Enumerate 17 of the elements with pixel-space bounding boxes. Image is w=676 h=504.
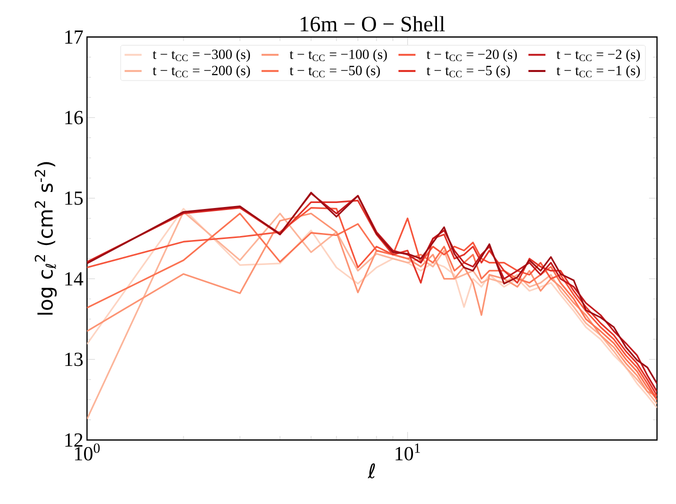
legend-label: t − t$_{CC}$ = −300 (s) (152, 49, 250, 62)
chart-title: 16m − O − Shell (300, 16, 445, 32)
y-tick-label: 17 (65, 30, 83, 44)
x-axis-title: ℓ (368, 463, 375, 478)
x-tick-label: 10$^{1}$ (396, 443, 420, 460)
legend-label: t − t$_{CC}$ = −20 (s) (426, 49, 517, 62)
legend-label: t − t$_{CC}$ = −2 (s) (556, 49, 640, 62)
y-tick-label: 13 (65, 352, 83, 366)
y-axis-title: log c$_{ℓ}$$^{2}$ (cm$^{2}$ s$^{-2}$) (34, 162, 57, 315)
y-tick-label: 15 (65, 192, 83, 205)
y-tick-label: 16 (65, 110, 83, 124)
legend-label: t − t$_{CC}$ = −1 (s) (556, 65, 640, 78)
legend-label: t − t$_{CC}$ = −200 (s) (152, 65, 250, 78)
y-tick-label: 14 (65, 272, 84, 286)
legend-label: t − t$_{CC}$ = −100 (s) (290, 49, 387, 62)
legend-label: t − t$_{CC}$ = −50 (s) (290, 65, 380, 78)
legend-label: t − t$_{CC}$ = −5 (s) (426, 65, 510, 78)
